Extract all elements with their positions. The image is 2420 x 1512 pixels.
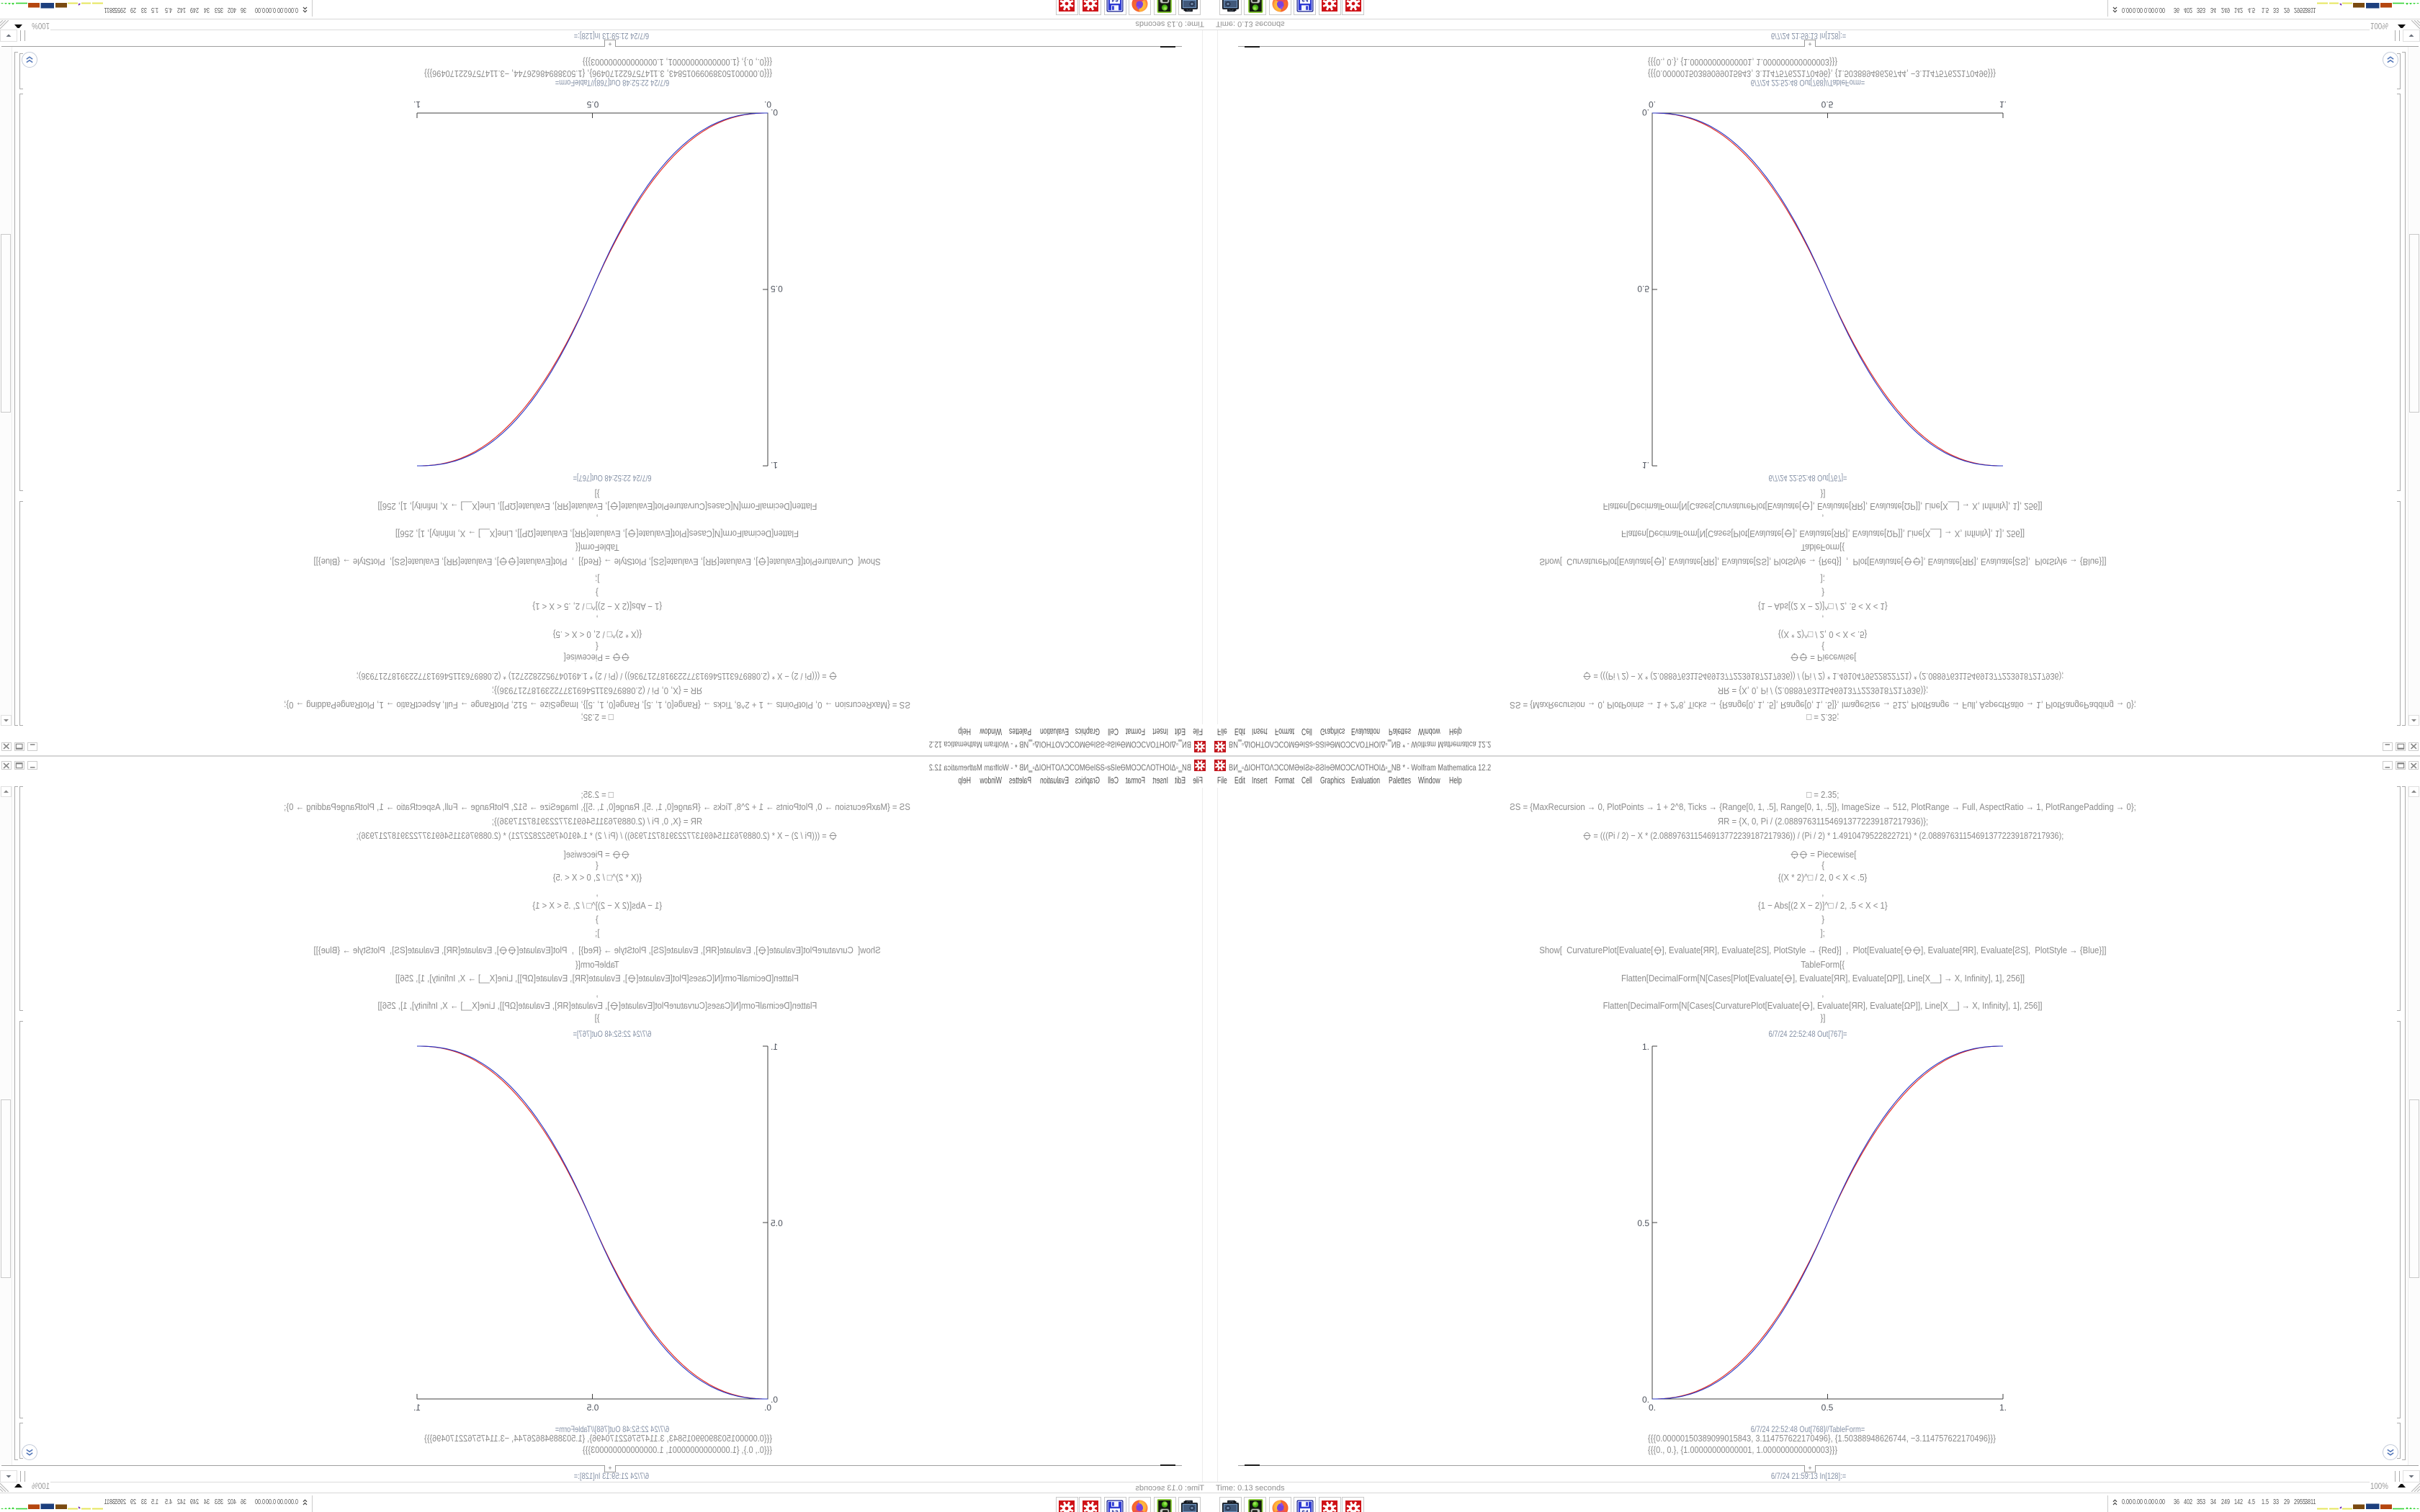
svg-text:64: 64 (1111, 0, 1119, 2)
svg-text:64: 64 (1111, 1510, 1119, 1512)
svg-text:64: 64 (1301, 0, 1309, 2)
svg-text:64: 64 (1301, 1510, 1309, 1512)
